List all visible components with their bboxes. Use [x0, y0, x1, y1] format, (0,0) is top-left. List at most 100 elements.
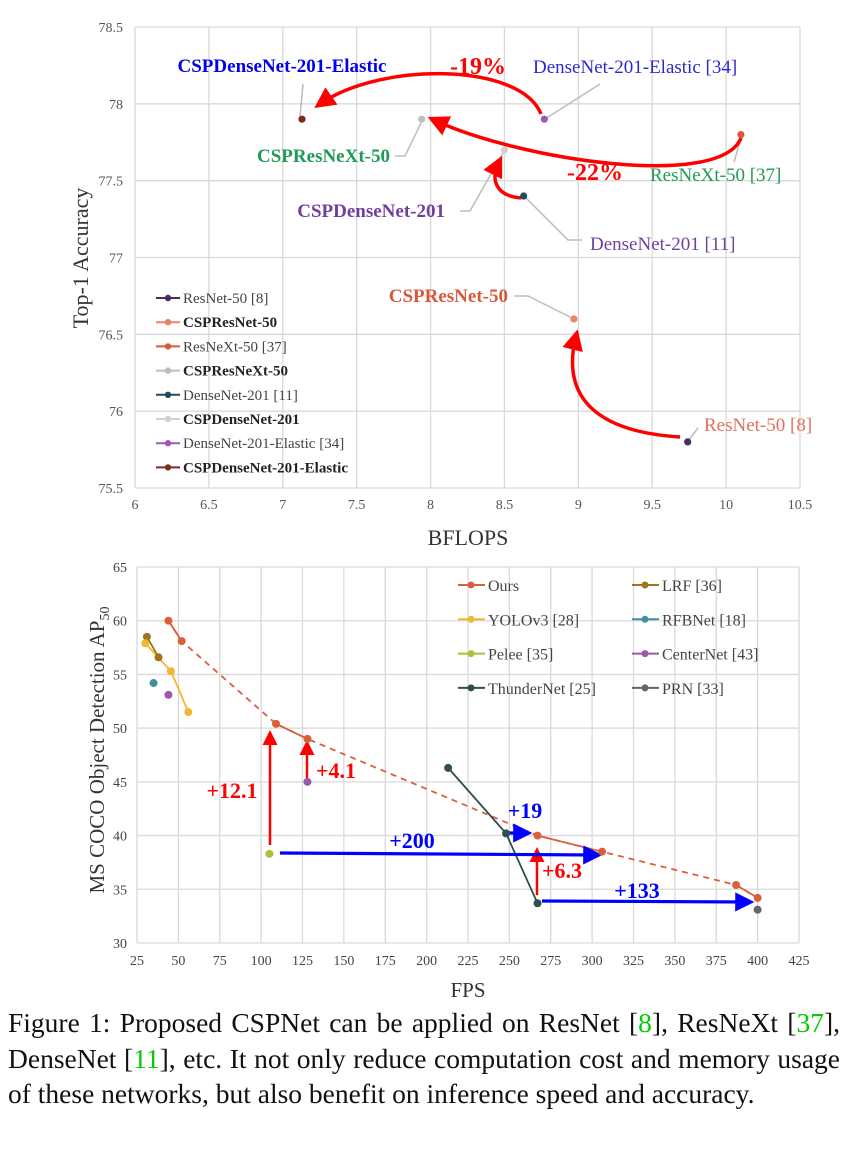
legend-entry: ResNet-50 [8] [183, 291, 268, 307]
citation-link[interactable]: 8 [638, 1007, 652, 1038]
figure-caption: Figure 1: Proposed CSPNet can be applied… [8, 1005, 840, 1112]
x-tick-label: 250 [499, 954, 520, 969]
data-point-ours [732, 880, 741, 889]
data-point-thundernet-25- [444, 763, 453, 772]
legend-entry: ThunderNet [25] [488, 681, 596, 698]
legend-entry: CSPDenseNet-201 [183, 412, 300, 428]
citation-link[interactable]: 11 [133, 1042, 160, 1074]
legend-marker [164, 294, 172, 302]
x-tick-label: 425 [789, 954, 810, 969]
x-tick-label: 25 [130, 954, 144, 969]
citation-link[interactable]: 37 [796, 1007, 824, 1038]
series-line-ours [167, 620, 183, 642]
legend-marker [164, 319, 172, 326]
data-point-ours [533, 831, 542, 840]
x-tick-label: 400 [747, 954, 768, 969]
annotation-label: +12.1 [206, 778, 257, 803]
data-point-cspdensenet-201 [500, 146, 509, 154]
red-arrow [483, 155, 522, 200]
point-label: DenseNet-201-Elastic [34] [533, 57, 737, 78]
legend-entry: ResNeXt-50 [37] [183, 339, 287, 355]
figure: 6 6.5 7 7.5 8 8.5 9 9.5 10 10.575.57676.57777.578… [68, 21, 812, 1000]
data-point-yolov3-28- [184, 708, 193, 717]
x-tick-label: 75 [213, 954, 227, 969]
point-label: ResNet-50 [8] [704, 415, 812, 436]
data-point-ours [177, 637, 186, 646]
x-tick-label: 6 [132, 498, 139, 513]
y-axis-label: MS COCO Object Detection AP50 [85, 607, 113, 894]
annotation-label: +6.3 [542, 858, 582, 883]
y-tick-label: 78 [109, 98, 123, 113]
y-tick-label: 75.5 [99, 482, 124, 497]
x-tick-label: 9 [575, 498, 582, 513]
data-point-pelee-35- [265, 849, 274, 858]
legend-entry: Ours [488, 578, 519, 595]
legend-entry: DenseNet-201-Elastic [34] [183, 436, 344, 452]
legend-marker [641, 581, 649, 589]
leader-line [523, 195, 582, 241]
legend-marker [164, 391, 172, 398]
y-tick-label: 60 [113, 615, 127, 630]
y-tick-label: 45 [113, 776, 127, 791]
legend-marker [467, 650, 475, 658]
y-tick-label: 77.5 [99, 175, 124, 190]
annotation-label: -19% [450, 54, 506, 80]
data-point-yolov3-28- [166, 667, 175, 676]
x-tick-label: 200 [416, 954, 437, 969]
caption-text: ], etc. It not only reduce computation c… [8, 1042, 840, 1110]
caption-text: ], ResNeXt [ [651, 1007, 797, 1038]
point-label: CSPResNet-50 [389, 286, 508, 307]
x-tick-label: 6.5 [200, 498, 218, 513]
leader-line [299, 83, 304, 117]
point-label: CSPDenseNet-201 [297, 201, 445, 222]
legend-marker [641, 650, 649, 658]
x-tick-label: 325 [623, 954, 644, 969]
legend-marker [164, 343, 172, 350]
legend-entry: DenseNet-201 [11] [183, 388, 298, 404]
annotation-label: +133 [614, 878, 660, 903]
red-arrow [427, 116, 743, 168]
legend-entry: YOLOv3 [28] [488, 612, 579, 629]
x-tick-label: 100 [251, 954, 272, 969]
annotation-label: +19 [508, 798, 543, 823]
legend-entry: PRN [33] [662, 681, 724, 698]
x-tick-label: 300 [582, 954, 603, 969]
leader-line [395, 122, 422, 157]
y-axis-label-subscript: 50 [98, 607, 113, 621]
red-arrow [314, 71, 543, 115]
x-tick-label: 225 [458, 954, 479, 969]
data-point-resnext-50-37- [737, 130, 745, 139]
legend-entry: RFBNet [18] [662, 612, 746, 629]
legend-entry: LRF [36] [662, 578, 722, 595]
data-point-densenet-201-elastic-34- [540, 115, 548, 123]
y-tick-label: 65 [113, 561, 127, 576]
legend-marker [164, 415, 172, 423]
legend-marker [467, 581, 475, 589]
legend-marker [641, 684, 649, 692]
leader-line [514, 295, 573, 319]
y-tick-label: 35 [113, 883, 127, 898]
legend-marker [641, 615, 649, 623]
x-tick-label: 175 [375, 954, 396, 969]
legend-entry: CSPResNet-50 [183, 315, 277, 331]
x-tick-label: 375 [706, 954, 727, 969]
data-point-densenet-201-11- [520, 192, 528, 200]
x-tick-label: 9.5 [643, 498, 661, 513]
legend-entry: Pelee [35] [488, 647, 553, 664]
y-tick-label: 76 [109, 405, 123, 420]
leader-line [544, 83, 601, 120]
legend-marker [164, 464, 172, 471]
series-line-ours-dashed [167, 620, 759, 899]
legend-entry: CSPResNeXt-50 [183, 364, 288, 380]
annotation-label: +4.1 [316, 758, 356, 783]
blue-arrow [279, 845, 603, 865]
legend-marker [467, 615, 475, 623]
data-point-yolov3-28- [141, 639, 150, 648]
y-tick-label: 77 [109, 252, 123, 267]
x-axis-label: FPS [450, 978, 485, 1000]
legend-marker [164, 367, 172, 374]
x-tick-label: 8 [427, 498, 434, 513]
data-point-lrf-36- [154, 653, 163, 662]
data-point-lrf-36- [142, 632, 151, 641]
y-tick-label: 55 [113, 668, 127, 683]
